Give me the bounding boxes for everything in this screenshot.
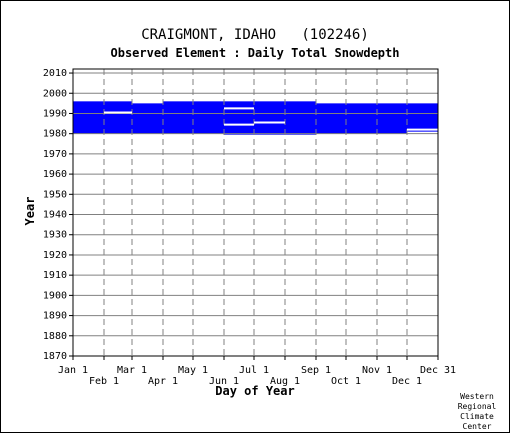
x-tick-label: Jul 1	[239, 365, 269, 376]
y-tick-label: 1970	[43, 149, 67, 160]
credit-line: Center	[463, 422, 492, 431]
y-tick-label: 1890	[43, 311, 67, 322]
y-tick-label: 1930	[43, 230, 67, 241]
y-tick-label: 2010	[43, 68, 67, 79]
y-tick-label: 1980	[43, 129, 67, 140]
y-axis-label: Year	[23, 197, 37, 226]
credit-block: Western Regional Climate Center	[458, 392, 497, 431]
x-tick-label: Dec 1	[392, 376, 422, 387]
data-coverage-bar	[224, 101, 316, 135]
y-tick-label: 1950	[43, 189, 67, 200]
data-coverage-bar	[132, 103, 163, 134]
x-tick-label: Jan 1	[58, 365, 88, 376]
y-tick-label: 1920	[43, 250, 67, 261]
x-tick-label: Sep 1	[301, 365, 331, 376]
y-tick-label: 1880	[43, 331, 67, 342]
data-coverage-bar	[407, 103, 438, 132]
data-coverage-bar	[163, 101, 224, 134]
chart-subtitle: Observed Element : Daily Total Snowdepth	[111, 46, 400, 60]
plot-area: 1870 1880 1890 1900 1910 1920 1930 1940 1950 1960…	[43, 68, 456, 387]
credit-line: Western	[460, 392, 494, 401]
data-coverage-bar	[316, 103, 407, 134]
x-axis-label: Day of Year	[215, 384, 294, 398]
x-tick-label: Dec 31	[420, 365, 456, 376]
x-tick-label: Apr 1	[148, 376, 178, 387]
y-tick-label: 1870	[43, 351, 67, 362]
y-tick-label: 1940	[43, 210, 67, 221]
credit-line: Climate	[460, 412, 494, 421]
y-tick-label: 2000	[43, 88, 67, 99]
y-tick-label: 1990	[43, 108, 67, 119]
chart-title: CRAIGMONT, IDAHO (102246)	[141, 27, 369, 43]
x-tick-label: Feb 1	[89, 376, 119, 387]
credit-line: Regional	[458, 402, 497, 411]
y-tick-label: 1900	[43, 290, 67, 301]
x-tick-label: May 1	[178, 365, 208, 376]
data-coverage-bar	[73, 101, 132, 134]
x-tick-label: Jun 1	[209, 376, 239, 387]
x-tick-label: Mar 1	[117, 365, 147, 376]
x-tick-label: Oct 1	[331, 376, 361, 387]
x-tick-label: Aug 1	[270, 376, 300, 387]
y-tick-label: 1960	[43, 169, 67, 180]
y-tick-label: 1910	[43, 270, 67, 281]
x-tick-label: Nov 1	[362, 365, 392, 376]
plot-border	[72, 68, 439, 357]
